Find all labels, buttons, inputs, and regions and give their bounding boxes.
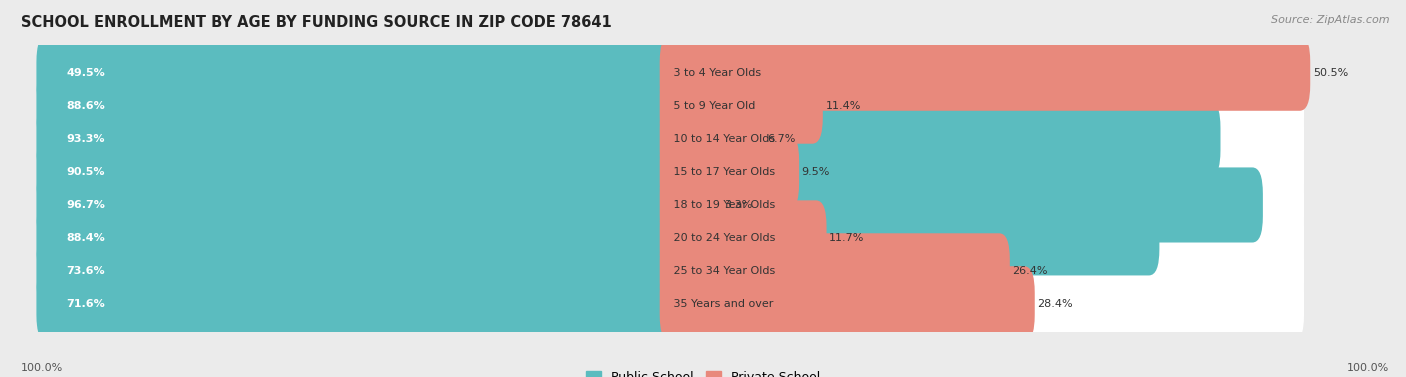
Text: 11.4%: 11.4% — [825, 101, 860, 111]
FancyBboxPatch shape — [37, 200, 1160, 276]
Text: 6.7%: 6.7% — [766, 134, 796, 144]
Text: 11.7%: 11.7% — [830, 233, 865, 243]
Text: 5 to 9 Year Old: 5 to 9 Year Old — [671, 101, 755, 111]
Text: 25 to 34 Year Olds: 25 to 34 Year Olds — [671, 266, 776, 276]
FancyBboxPatch shape — [37, 135, 1185, 210]
Text: 100.0%: 100.0% — [21, 363, 63, 373]
Text: 3.3%: 3.3% — [724, 200, 752, 210]
Text: 96.7%: 96.7% — [66, 200, 105, 210]
Text: 15 to 17 Year Olds: 15 to 17 Year Olds — [671, 167, 775, 177]
Text: 88.6%: 88.6% — [66, 101, 105, 111]
Text: 50.5%: 50.5% — [1313, 68, 1348, 78]
Text: 73.6%: 73.6% — [66, 266, 105, 276]
Text: 100.0%: 100.0% — [1347, 363, 1389, 373]
FancyBboxPatch shape — [37, 167, 1303, 242]
FancyBboxPatch shape — [37, 266, 1303, 341]
FancyBboxPatch shape — [659, 200, 827, 276]
Text: 88.4%: 88.4% — [66, 233, 105, 243]
FancyBboxPatch shape — [37, 167, 1263, 242]
Text: 90.5%: 90.5% — [66, 167, 105, 177]
Text: 26.4%: 26.4% — [1012, 266, 1047, 276]
FancyBboxPatch shape — [37, 69, 1303, 144]
FancyBboxPatch shape — [659, 167, 721, 242]
FancyBboxPatch shape — [37, 233, 974, 308]
Text: 20 to 24 Year Olds: 20 to 24 Year Olds — [671, 233, 776, 243]
FancyBboxPatch shape — [659, 36, 1310, 111]
FancyBboxPatch shape — [37, 69, 1161, 144]
FancyBboxPatch shape — [659, 135, 799, 210]
FancyBboxPatch shape — [659, 233, 1010, 308]
FancyBboxPatch shape — [37, 233, 1303, 308]
Legend: Public School, Private School: Public School, Private School — [581, 366, 825, 377]
Text: 93.3%: 93.3% — [66, 134, 105, 144]
Text: 71.6%: 71.6% — [66, 299, 105, 309]
FancyBboxPatch shape — [659, 101, 765, 177]
Text: 9.5%: 9.5% — [801, 167, 830, 177]
FancyBboxPatch shape — [37, 200, 1303, 276]
Text: 35 Years and over: 35 Years and over — [671, 299, 773, 309]
FancyBboxPatch shape — [659, 266, 1035, 341]
Text: 28.4%: 28.4% — [1038, 299, 1073, 309]
FancyBboxPatch shape — [37, 101, 1220, 177]
FancyBboxPatch shape — [37, 101, 1303, 177]
Text: Source: ZipAtlas.com: Source: ZipAtlas.com — [1271, 15, 1389, 25]
Text: 10 to 14 Year Olds: 10 to 14 Year Olds — [671, 134, 775, 144]
FancyBboxPatch shape — [37, 135, 1303, 210]
Text: 18 to 19 Year Olds: 18 to 19 Year Olds — [671, 200, 776, 210]
FancyBboxPatch shape — [37, 36, 1303, 111]
FancyBboxPatch shape — [37, 266, 950, 341]
Text: 49.5%: 49.5% — [66, 68, 105, 78]
FancyBboxPatch shape — [37, 36, 675, 111]
Text: 3 to 4 Year Olds: 3 to 4 Year Olds — [671, 68, 761, 78]
Text: SCHOOL ENROLLMENT BY AGE BY FUNDING SOURCE IN ZIP CODE 78641: SCHOOL ENROLLMENT BY AGE BY FUNDING SOUR… — [21, 15, 612, 30]
FancyBboxPatch shape — [659, 69, 823, 144]
